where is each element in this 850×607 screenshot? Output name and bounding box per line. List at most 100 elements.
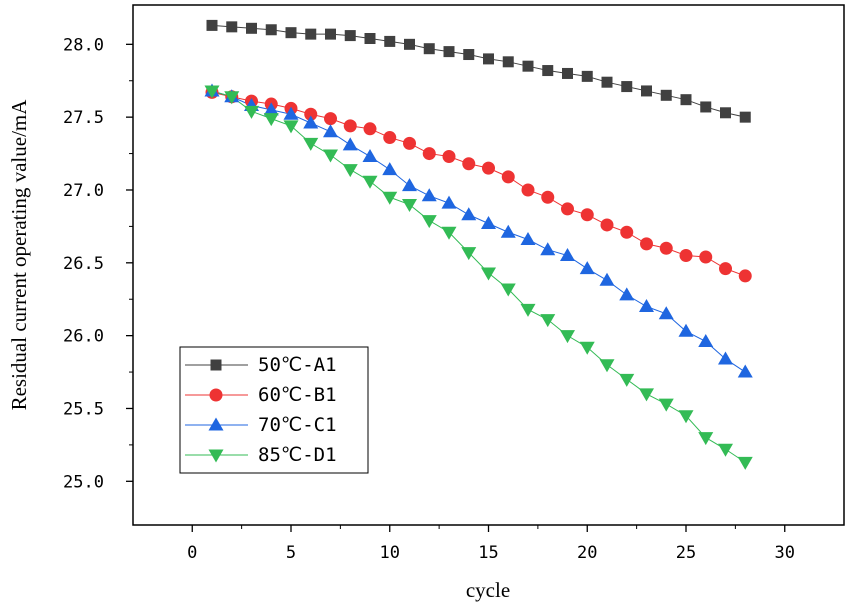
series-2-point	[324, 112, 337, 126]
series-2-point	[699, 250, 713, 264]
series-3-point	[500, 224, 516, 238]
series-1-point	[502, 56, 514, 68]
series-3-point	[481, 215, 496, 229]
series-4-point	[619, 373, 635, 387]
series-1-point	[601, 76, 613, 88]
series-2-point	[679, 249, 693, 263]
legend-label: 70℃-C1	[258, 414, 337, 436]
y-tick-label: 27.0	[63, 181, 104, 201]
series-4-point	[461, 247, 477, 261]
series-1-point	[660, 89, 672, 101]
series-line-3	[211, 90, 746, 373]
series-3-point	[520, 232, 536, 246]
x-tick-label: 25	[676, 543, 696, 563]
series-1-point	[285, 27, 297, 39]
series-1-point	[443, 46, 455, 58]
series-markers	[204, 19, 753, 470]
legend-marker	[209, 388, 223, 402]
series-4-point	[599, 359, 615, 373]
series-1-point	[325, 28, 336, 40]
series-2-point	[304, 107, 318, 121]
series-1-point	[700, 101, 712, 113]
series-4-point	[382, 191, 398, 205]
series-4-point	[698, 432, 714, 446]
x-tick-label: 20	[577, 543, 597, 563]
series-4-point	[579, 341, 595, 355]
x-tick-label: 0	[187, 543, 197, 563]
series-2-point	[363, 122, 377, 136]
series-3-point	[619, 287, 635, 301]
series-2-point	[640, 237, 653, 251]
series-2-point	[501, 170, 515, 184]
series-4-point	[421, 215, 437, 229]
legend-label: 60℃-B1	[258, 384, 337, 406]
series-2-point	[383, 131, 397, 145]
series-4-point	[500, 283, 516, 297]
series-3-point	[323, 124, 338, 138]
series-3-point	[540, 242, 556, 256]
axis-ticks	[126, 43, 786, 532]
x-tick-label: 5	[286, 543, 296, 563]
series-4-point	[678, 410, 694, 424]
series-3-point	[461, 207, 477, 221]
series-1-point	[265, 24, 277, 36]
series-3-point	[402, 178, 417, 192]
series-2-point	[482, 161, 495, 175]
series-3-point	[382, 162, 398, 176]
series-2-point	[422, 147, 436, 161]
series-4-point	[303, 137, 319, 151]
series-4-point	[718, 443, 733, 457]
series-2-point	[580, 208, 594, 222]
series-3-point	[362, 148, 378, 162]
series-4-point	[481, 267, 496, 281]
x-axis-title: cycle	[466, 578, 510, 602]
series-2-point	[442, 149, 456, 163]
x-tick-label: 10	[380, 543, 400, 563]
series-3-point	[599, 272, 615, 286]
series-4-point	[441, 226, 457, 240]
series-2-point	[659, 241, 673, 255]
x-tick-label: 30	[775, 543, 795, 563]
series-4-point	[540, 314, 556, 328]
series-2-point	[541, 190, 555, 204]
y-tick-label: 27.5	[63, 108, 104, 128]
series-1-point	[404, 38, 415, 50]
series-3-point	[698, 333, 714, 347]
series-3-point	[639, 299, 654, 313]
series-1-point	[641, 85, 652, 97]
series-1-point	[562, 67, 573, 79]
legend-label: 85℃-D1	[258, 444, 337, 466]
y-axis-title: Residual current operating value/mA	[7, 99, 31, 411]
y-tick-labels: 25.0 25.5 26.0 26.5 27.0 27.5 28.0	[63, 35, 104, 492]
series-3-point	[737, 364, 753, 378]
series-4-point	[283, 120, 299, 134]
series-1-point	[542, 65, 554, 77]
series-2-point	[719, 262, 732, 276]
series-2-point	[521, 183, 535, 197]
series-2-point	[561, 202, 574, 216]
x-tick-label: 15	[478, 543, 498, 563]
x-tick-labels: 0 5 10 15 20 25 30	[187, 543, 795, 563]
series-4-point	[263, 113, 279, 127]
legend-marker	[210, 359, 222, 371]
legend-items: 50℃-A1 60℃-B1 70℃-C1 85℃-D1	[185, 354, 337, 466]
series-3-point	[678, 323, 694, 337]
series-3-point	[560, 248, 575, 262]
series-1-point	[384, 35, 396, 47]
series-4-point	[520, 303, 536, 317]
series-4-point	[362, 175, 378, 189]
y-tick-label: 25.0	[63, 472, 104, 492]
series-3-point	[658, 306, 674, 320]
series-2-point	[738, 269, 752, 283]
legend-marker	[208, 449, 224, 463]
series-3-point	[303, 115, 319, 129]
series-3-point	[579, 261, 595, 275]
series-1-point	[463, 49, 475, 61]
series-1-point	[621, 81, 633, 93]
series-4-point	[244, 105, 259, 119]
y-tick-label: 26.0	[63, 327, 104, 347]
series-1-point	[739, 111, 751, 123]
series-4-point	[224, 91, 240, 105]
series-2-point	[403, 136, 416, 150]
